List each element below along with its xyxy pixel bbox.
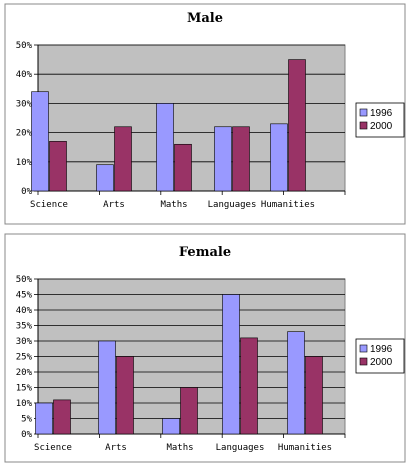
bar-2000-maths	[174, 143, 192, 192]
legend: 1996 2000	[355, 102, 405, 138]
legend-box	[355, 102, 405, 138]
chart-title: Female	[179, 245, 231, 260]
legend-swatch-1996	[359, 344, 368, 353]
legend-box	[355, 338, 405, 374]
legend-label: 2000	[370, 121, 393, 132]
bar-2000-humanities	[288, 59, 306, 192]
y-tick-label: 25%	[16, 353, 33, 363]
legend-label: 1996	[370, 108, 393, 119]
x-category-label: Maths	[160, 200, 187, 210]
y-tick-label: 10%	[16, 399, 33, 409]
chart-title: Male	[187, 11, 223, 26]
bar-1996-maths	[162, 418, 180, 435]
x-category-label: Science	[34, 443, 72, 453]
y-tick-label: 40%	[16, 70, 33, 80]
y-tick-label: 15%	[16, 384, 33, 394]
legend-label: 2000	[370, 357, 393, 368]
bar-1996-science	[35, 402, 53, 435]
legend: 1996 2000	[355, 338, 405, 374]
bar-2000-arts	[114, 126, 132, 192]
bar-2000-languages	[240, 337, 258, 435]
y-tick-label: 5%	[21, 415, 32, 425]
bar-1996-arts	[98, 340, 116, 435]
bar-1996-languages	[222, 294, 240, 435]
y-tick-label: 30%	[16, 99, 33, 109]
y-tick-label: 30%	[16, 337, 33, 347]
bar-1996-arts	[96, 164, 114, 192]
female-chart: Female 0% 5% 10% 15% 20% 25% 30% 35% 40% 45% 50% Sci…	[4, 233, 406, 463]
bar-1996-humanities	[287, 331, 305, 435]
y-tick-label: 20%	[16, 368, 33, 378]
legend-swatch-2000	[359, 121, 368, 130]
y-tick-label: 50%	[16, 41, 33, 51]
bar-1996-science	[31, 91, 49, 192]
x-category-label: Science	[30, 200, 68, 210]
bar-2000-science	[49, 141, 67, 192]
y-tick-label: 40%	[16, 306, 33, 316]
y-tick-label: 0%	[21, 430, 32, 440]
bar-2000-languages	[232, 126, 250, 192]
legend-swatch-1996	[359, 108, 368, 117]
male-chart: Male 0% 10% 20% 30% 40% 50% Science Arts Maths Lan…	[4, 3, 406, 225]
x-category-label: Arts	[105, 443, 127, 453]
y-tick-label: 20%	[16, 129, 33, 139]
x-category-label: Languages	[216, 443, 265, 453]
x-category-label: Humanities	[261, 200, 315, 210]
y-tick-label: 45%	[16, 291, 33, 301]
x-category-label: Maths	[166, 443, 193, 453]
x-category-label: Arts	[103, 200, 125, 210]
bar-2000-humanities	[305, 356, 323, 435]
y-tick-label: 10%	[16, 158, 33, 168]
y-tick-label: 0%	[21, 187, 32, 197]
y-tick-label: 50%	[16, 275, 33, 285]
bar-1996-maths	[156, 103, 174, 192]
legend-swatch-2000	[359, 357, 368, 366]
legend-label: 1996	[370, 344, 393, 355]
bar-1996-humanities	[270, 123, 288, 192]
bar-2000-arts	[116, 356, 134, 435]
bar-1996-languages	[214, 126, 232, 192]
bar-2000-maths	[180, 387, 198, 435]
x-category-label: Humanities	[278, 443, 332, 453]
x-category-label: Languages	[208, 200, 257, 210]
y-tick-label: 35%	[16, 322, 33, 332]
bar-2000-science	[53, 399, 71, 435]
